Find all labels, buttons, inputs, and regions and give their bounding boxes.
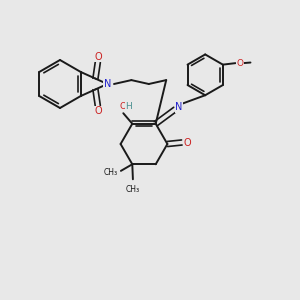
Text: O: O: [94, 106, 102, 116]
Text: O: O: [94, 52, 102, 62]
Text: CH₃: CH₃: [103, 168, 117, 177]
Text: H: H: [125, 102, 132, 111]
Text: O: O: [236, 58, 243, 68]
Text: N: N: [175, 102, 182, 112]
Text: CH₃: CH₃: [126, 185, 140, 194]
Text: N: N: [104, 79, 111, 89]
Text: O: O: [119, 102, 126, 111]
Text: O: O: [183, 137, 191, 148]
